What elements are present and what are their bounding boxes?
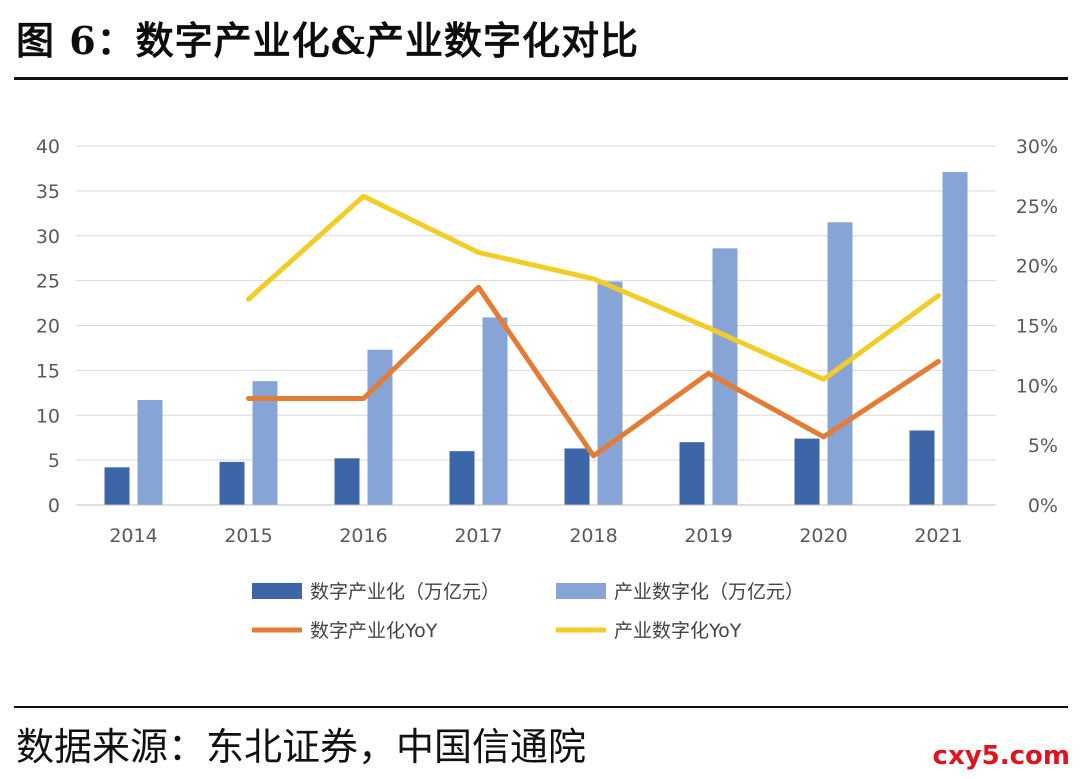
y-right-tick-label: 10% <box>1016 375 1058 397</box>
y-left-tick-label: 35 <box>36 181 60 203</box>
y-right-tick-label: 25% <box>1016 196 1058 218</box>
bar-digital-industrialization <box>449 451 475 505</box>
x-tick-label: 2014 <box>109 525 157 547</box>
bar-industrial-digitalization <box>597 281 623 505</box>
x-tick-label: 2015 <box>224 525 272 547</box>
legend-label: 数字产业化YoY <box>310 620 438 642</box>
y-left-tick-label: 20 <box>36 316 60 338</box>
y-right-tick-label: 0% <box>1028 495 1058 517</box>
legend-label: 产业数字化YoY <box>614 620 742 642</box>
x-tick-label: 2017 <box>454 525 502 547</box>
bars <box>104 172 968 505</box>
title-rule <box>14 77 1068 80</box>
y-left-tick-label: 0 <box>48 495 60 517</box>
x-tick-label: 2018 <box>569 525 617 547</box>
y-axis-right-ticks: 0% 5% 10% 15% 20% 25% 30% <box>1016 136 1058 517</box>
bar-digital-industrialization <box>794 438 820 505</box>
y-left-tick-label: 25 <box>36 271 60 293</box>
bar-digital-industrialization <box>679 442 705 505</box>
x-tick-label: 2020 <box>799 525 847 547</box>
x-axis-ticks: 2014 2015 2016 2017 2018 2019 2020 2021 <box>76 504 996 547</box>
gridlines <box>76 145 996 506</box>
y-right-tick-label: 20% <box>1016 256 1058 278</box>
y-left-tick-label: 40 <box>36 136 60 158</box>
x-tick-label: 2021 <box>914 525 962 547</box>
y-right-tick-label: 15% <box>1016 316 1058 338</box>
legend: 数字产业化（万亿元） 产业数字化（万亿元） 数字产业化YoY 产业数字化YoY <box>252 581 804 642</box>
x-tick-label: 2019 <box>684 525 732 547</box>
legend-label: 产业数字化（万亿元） <box>614 581 804 603</box>
bar-industrial-digitalization <box>137 399 163 505</box>
legend-label: 数字产业化（万亿元） <box>310 581 500 603</box>
y-left-tick-label: 5 <box>48 450 60 472</box>
legend-swatch <box>252 583 302 599</box>
line-industrial-digitalization-yoy <box>246 193 941 382</box>
figure-title: 图 6：数字产业化&产业数字化对比 <box>16 18 639 63</box>
y-left-tick-label: 30 <box>36 226 60 248</box>
y-right-tick-label: 5% <box>1028 435 1058 457</box>
lines <box>246 193 941 459</box>
y-right-tick-label: 30% <box>1016 136 1058 158</box>
bar-digital-industrialization <box>564 448 590 505</box>
bar-industrial-digitalization <box>942 172 968 505</box>
bar-digital-industrialization <box>909 430 935 505</box>
bar-digital-industrialization <box>104 467 130 505</box>
bar-industrial-digitalization <box>252 381 278 505</box>
y-left-tick-label: 10 <box>36 405 60 427</box>
bar-digital-industrialization <box>219 461 245 505</box>
line-digital-industrialization-yoy <box>246 284 941 459</box>
legend-swatch <box>556 583 606 599</box>
watermark: cxy5.com <box>932 741 1070 771</box>
bar-digital-industrialization <box>334 458 360 505</box>
x-tick-label: 2016 <box>339 525 387 547</box>
bar-industrial-digitalization <box>482 317 508 505</box>
source-rule <box>14 706 1068 708</box>
chart: 0 5 10 15 20 25 30 35 40 0% 5% 10% 15% 20% 25% 30% 201… <box>36 136 1058 642</box>
source-note: 数据来源：东北证券，中国信通院 <box>16 725 587 769</box>
y-axis-left-ticks: 0 5 10 15 20 25 30 35 40 <box>36 136 60 517</box>
y-left-tick-label: 15 <box>36 360 60 382</box>
